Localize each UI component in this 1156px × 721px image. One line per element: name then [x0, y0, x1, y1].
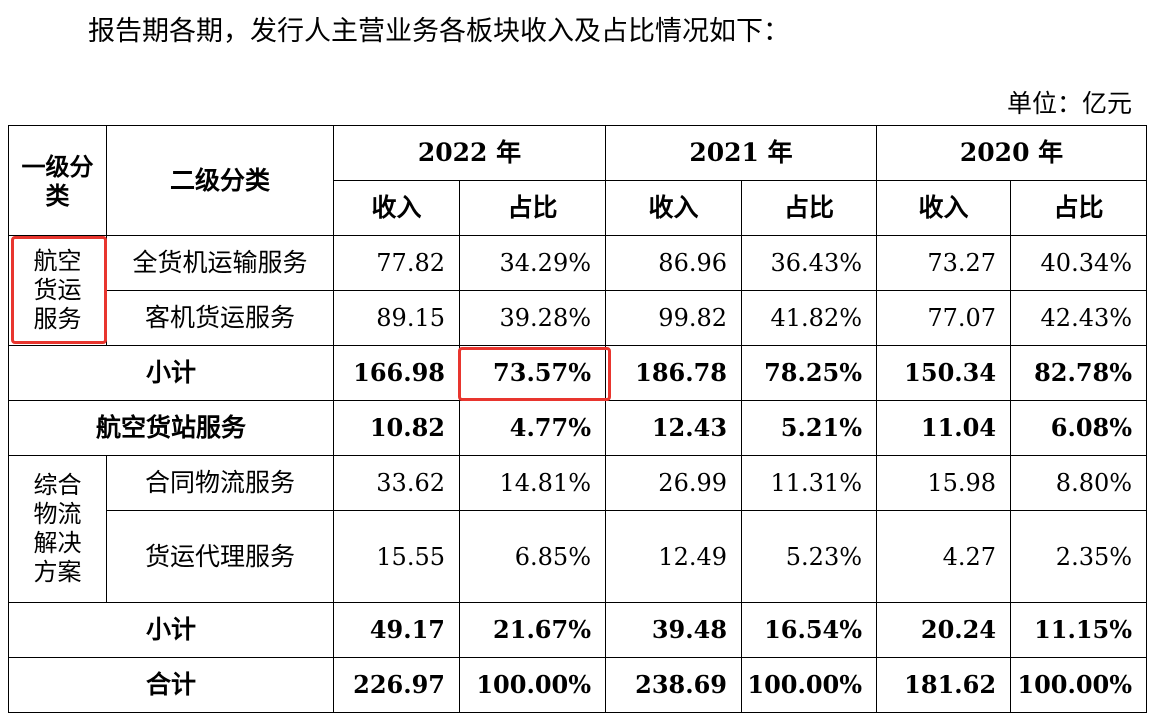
cell: 99.82	[605, 290, 743, 346]
cell: 4.77%	[458, 400, 607, 456]
cell: 6.08%	[1010, 400, 1148, 456]
cell: 150.34	[876, 345, 1012, 401]
header-share: 占比	[741, 180, 878, 236]
cell: 2.35%	[1010, 510, 1148, 603]
row-label: 全货机运输服务	[106, 235, 334, 291]
header-revenue: 收入	[876, 180, 1012, 236]
cell: 12.43	[605, 400, 743, 456]
header-year-2021: 2021 年	[605, 125, 878, 181]
cell: 39.28%	[458, 290, 607, 346]
cell: 100.00%	[1010, 657, 1148, 713]
cell: 89.15	[333, 290, 460, 346]
row-label: 合同物流服务	[106, 455, 334, 511]
cell: 73.27	[876, 235, 1012, 291]
cell: 40.34%	[1010, 235, 1148, 291]
unit-label: 单位：亿元	[1006, 89, 1132, 118]
cell: 86.96	[605, 235, 743, 291]
cell: 73.57%	[458, 345, 607, 401]
cell: 49.17	[333, 602, 460, 658]
cell: 8.80%	[1010, 455, 1148, 511]
cell: 77.82	[333, 235, 460, 291]
table-row: 客机货运服务 89.15 39.28% 99.82 41.82% 77.07 4…	[9, 290, 1148, 346]
cell: 14.81%	[458, 455, 607, 511]
header-revenue: 收入	[605, 180, 743, 236]
cell: 77.07	[876, 290, 1012, 346]
category-logistics: 综合物流解决方案	[8, 455, 107, 603]
cell: 82.78%	[1010, 345, 1148, 401]
revenue-table: 一级分类 二级分类 2022 年 2021 年 2020 年 收入 占比 收入 …	[8, 125, 1148, 713]
cell: 11.15%	[1010, 602, 1148, 658]
cell: 21.67%	[458, 602, 607, 658]
cell: 42.43%	[1010, 290, 1148, 346]
cell: 15.98	[876, 455, 1012, 511]
header-year-2022: 2022 年	[332, 125, 607, 181]
cell: 181.62	[876, 657, 1012, 713]
subtotal-label: 小计	[8, 602, 334, 658]
table-row: 航空货站服务 10.82 4.77% 12.43 5.21% 11.04 6.0…	[8, 400, 1148, 456]
category-aviation: 航空货运服务	[8, 235, 107, 346]
cell: 41.82%	[741, 290, 878, 346]
subtotal-label: 小计	[8, 345, 334, 401]
cell: 5.23%	[741, 510, 878, 603]
cell: 166.98	[333, 345, 460, 401]
table-row: 航空货运服务 全货机运输服务 77.82 34.29% 86.96 36.43%…	[8, 235, 1148, 346]
header-share: 占比	[458, 180, 607, 236]
cell: 11.04	[876, 400, 1012, 456]
row-label: 客机货运服务	[106, 290, 334, 346]
cell: 12.49	[605, 510, 743, 603]
cell: 33.62	[333, 455, 460, 511]
intro-text: 报告期各期，发行人主营业务各板块收入及占比情况如下：	[88, 16, 790, 47]
cell: 11.31%	[741, 455, 878, 511]
cell: 39.48	[605, 602, 743, 658]
cell: 78.25%	[741, 345, 878, 401]
table-row: 货运代理服务 15.55 6.85% 12.49 5.23% 4.27 2.35…	[9, 510, 1148, 603]
cell: 15.55	[333, 510, 460, 603]
cell: 226.97	[333, 657, 460, 713]
cell: 238.69	[605, 657, 743, 713]
subtotal-row: 小计 49.17 21.67% 39.48 16.54% 20.24 11.15…	[8, 602, 1148, 658]
cell: 4.27	[876, 510, 1012, 603]
header-row-years: 一级分类 二级分类 2022 年 2021 年 2020 年	[8, 125, 1148, 236]
cell: 100.00%	[458, 657, 607, 713]
cell: 34.29%	[458, 235, 607, 291]
total-label: 合计	[8, 657, 334, 713]
cell: 10.82	[333, 400, 460, 456]
subtotal-row: 小计 166.98 73.57% 186.78 78.25% 150.34 82…	[8, 345, 1148, 401]
header-cat2: 二级分类	[106, 125, 334, 236]
cell: 5.21%	[741, 400, 878, 456]
header-share: 占比	[1010, 180, 1148, 236]
header-year-2020: 2020 年	[876, 125, 1148, 181]
cell: 16.54%	[741, 602, 878, 658]
cell: 26.99	[605, 455, 743, 511]
cell: 186.78	[605, 345, 743, 401]
cell: 6.85%	[458, 510, 607, 603]
cell: 36.43%	[741, 235, 878, 291]
header-cat1: 一级分类	[8, 125, 107, 236]
row-label: 航空货站服务	[8, 400, 334, 456]
header-revenue: 收入	[333, 180, 460, 236]
total-row: 合计 226.97 100.00% 238.69 100.00% 181.62 …	[8, 657, 1148, 713]
row-label: 货运代理服务	[106, 510, 334, 603]
cell: 20.24	[876, 602, 1012, 658]
table-row: 综合物流解决方案 合同物流服务 33.62 14.81% 26.99 11.31…	[8, 455, 1148, 603]
cell: 100.00%	[741, 657, 878, 713]
